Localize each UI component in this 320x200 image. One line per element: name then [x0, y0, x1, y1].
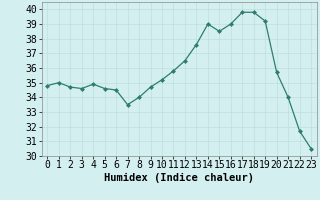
X-axis label: Humidex (Indice chaleur): Humidex (Indice chaleur) [104, 173, 254, 183]
